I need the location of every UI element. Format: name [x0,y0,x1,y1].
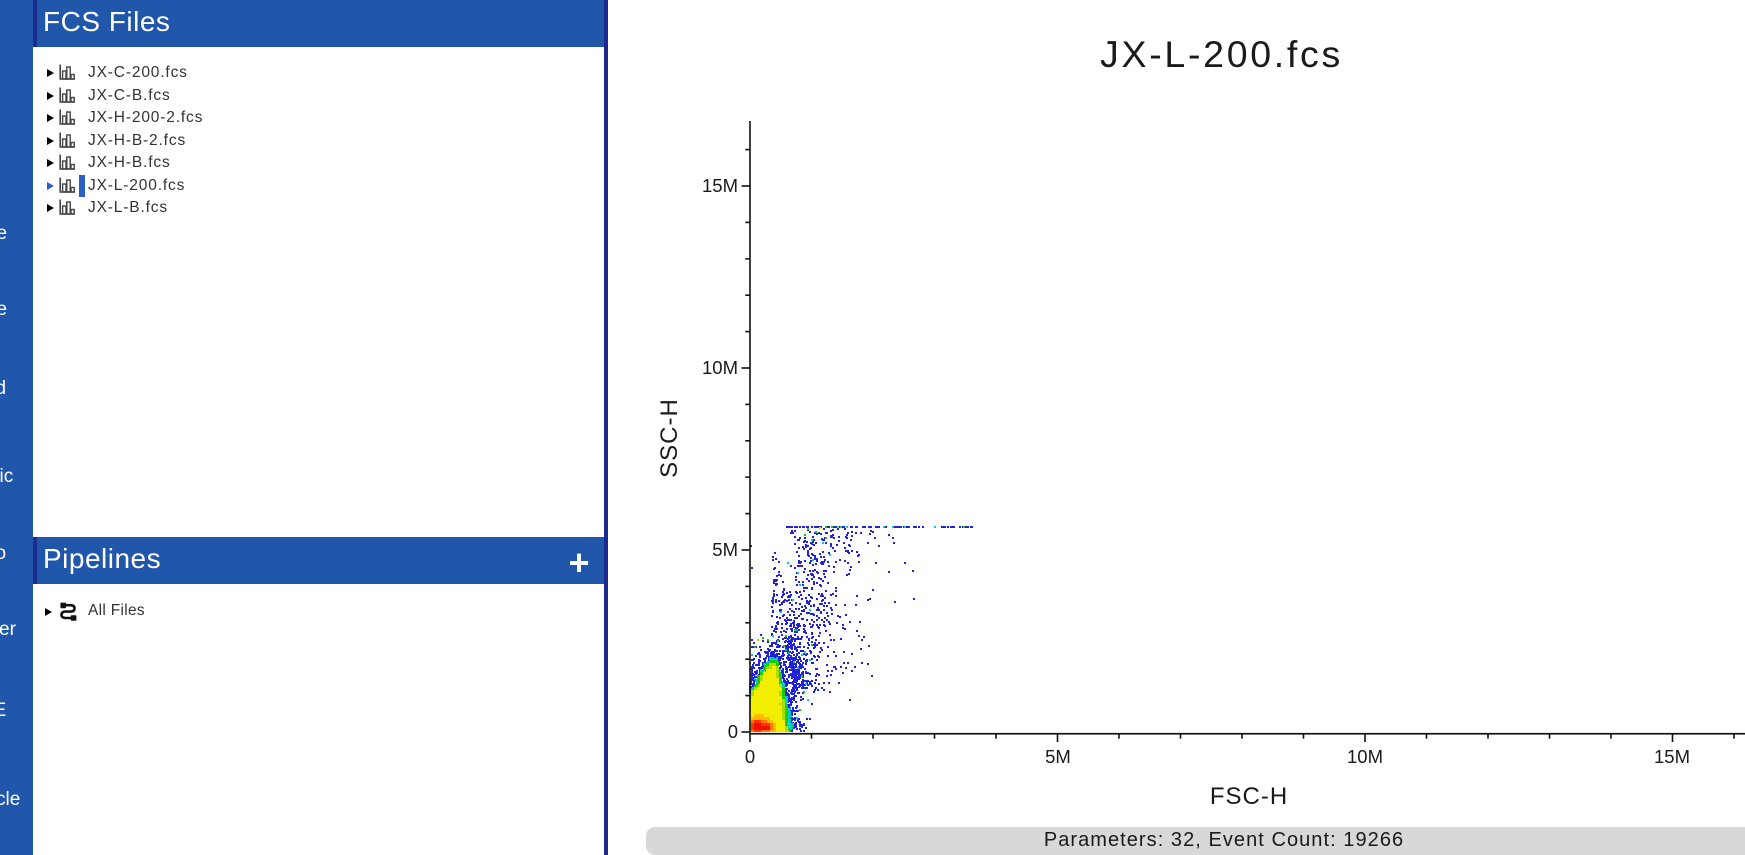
svg-text:0: 0 [745,746,755,767]
svg-text:5M: 5M [712,539,738,560]
svg-text:0: 0 [728,721,738,742]
svg-text:10M: 10M [1347,746,1383,767]
svg-text:5M: 5M [1045,746,1071,767]
svg-text:10M: 10M [702,357,738,378]
svg-text:15M: 15M [1654,746,1690,767]
svg-text:15M: 15M [702,175,738,196]
